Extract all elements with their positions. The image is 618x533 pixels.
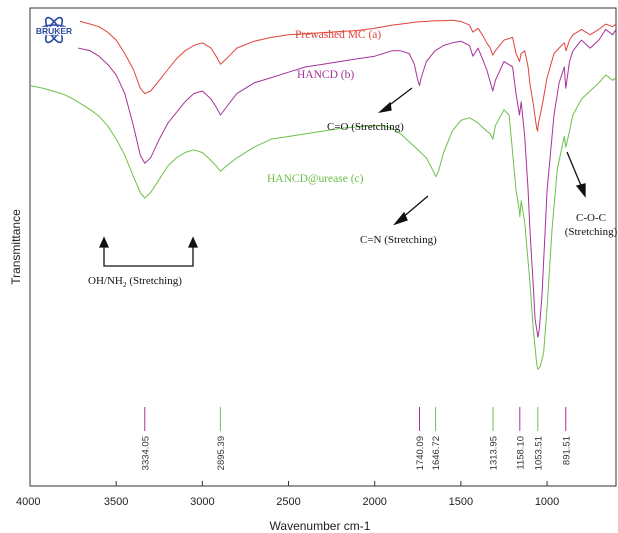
spectrum-series — [29, 19, 617, 370]
annotation-oh-main: OH/NH — [88, 275, 123, 287]
x-tick-label-3: 2500 — [276, 496, 300, 508]
series-line-b — [78, 28, 617, 338]
bracket-oh — [98, 236, 199, 267]
peak-markers: 3334.05 2895.39 1740.09 1646.72 1313.95 1158.… — [140, 407, 572, 470]
plot-area-frame — [29, 7, 617, 487]
annotation-oh: OH/NH2 (Stretching) — [88, 275, 182, 289]
y-axis-label: Transmittance — [9, 209, 23, 285]
arrow-cn — [393, 195, 429, 226]
annotation-coc-line2: (Stretching) — [565, 226, 618, 238]
annotation-coc-line1: C-O-C — [576, 212, 606, 224]
peak-label-1: 2895.39 — [216, 436, 227, 470]
peak-label-7: 891.51 — [561, 436, 572, 465]
x-tick-label-6: 1000 — [535, 496, 559, 508]
bruker-logo-text: BRUKER — [36, 26, 72, 36]
x-tick-label-0: 4000 — [16, 496, 40, 508]
peak-label-4: 1313.95 — [488, 436, 499, 470]
series-label-c: HANCD@urease (c) — [267, 173, 364, 185]
annotation-co: C=O (Stretching) — [327, 121, 404, 133]
peak-label-5: 1158.10 — [515, 436, 526, 470]
annotation-oh-suffix: (Stretching) — [127, 275, 183, 287]
series-line-a — [79, 19, 617, 132]
arrow-co — [377, 87, 413, 114]
peak-label-3: 1646.72 — [431, 436, 442, 470]
x-tick-label-2: 3000 — [190, 496, 214, 508]
peak-label-2: 1740.09 — [415, 436, 426, 470]
x-axis-ticks: 4000 3500 3000 2500 2000 1500 1000 — [16, 481, 559, 508]
annotation-oh-sub: 2 — [123, 280, 127, 289]
series-line-c — [29, 74, 617, 370]
x-axis-label: Wavenumber cm-1 — [270, 519, 371, 533]
x-tick-label-5: 1500 — [449, 496, 473, 508]
bruker-logo: BRUKER — [35, 16, 73, 44]
peak-label-0: 3334.05 — [140, 436, 151, 470]
peak-label-6: 1053.51 — [533, 436, 544, 470]
x-tick-label-1: 3500 — [104, 496, 128, 508]
arrow-coc — [566, 151, 586, 198]
series-label-b: HANCD (b) — [297, 69, 354, 81]
annotation-arrows — [98, 87, 586, 267]
x-tick-label-4: 2000 — [362, 496, 386, 508]
annotation-cn: C=N (Stretching) — [360, 234, 437, 246]
series-label-a: Prewashed MC (a) — [295, 29, 381, 41]
